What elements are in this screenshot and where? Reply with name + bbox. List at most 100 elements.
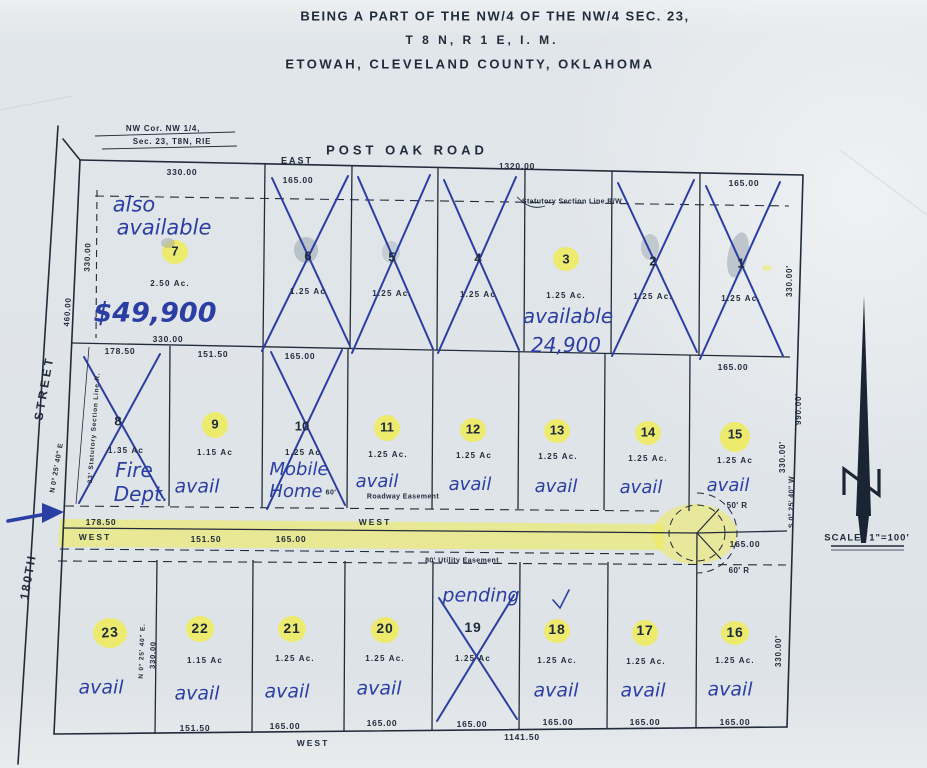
dimension-label: 165.00	[728, 177, 760, 188]
lot-number-11: 11	[380, 419, 394, 435]
dimension-label: 330.00'	[778, 441, 787, 473]
dimension-label: 165.00	[269, 720, 301, 731]
pointer-arrow-icon	[6, 503, 64, 523]
lot-acreage-11: 1.25 Ac.	[368, 450, 408, 459]
lot-acreage-16: 1.25 Ac.	[715, 656, 755, 665]
radius-60-label: 60' R	[728, 566, 750, 575]
lot-number-9: 9	[211, 416, 219, 432]
lot-14-status: avail	[619, 477, 663, 498]
west-label: WEST	[78, 531, 112, 542]
corner-note-line-1: NW Cor. NW 1/4,	[125, 124, 201, 133]
lot-number-15: 15	[727, 426, 743, 442]
lot-12-status: avail	[448, 474, 492, 495]
dimension-label: 165.00	[717, 361, 749, 372]
boundary-lines	[17, 125, 804, 765]
corner-note-line-2: Sec. 23, T8N, RIE	[132, 137, 212, 146]
lot-acreage-1: 1.25 Ac.	[721, 294, 761, 303]
corner-note-lines	[94, 131, 546, 208]
lot-number-8: 8	[114, 413, 122, 429]
lot-division-lines	[62, 163, 791, 735]
dimension-label: 165.00	[729, 538, 761, 549]
lot-number-17: 17	[636, 622, 654, 638]
dimension-label: 330.00'	[785, 265, 794, 297]
lot-acreage-22: 1.15 Ac	[186, 656, 224, 665]
lot-number-6: 6	[304, 248, 312, 264]
dimension-label: 165.00	[456, 718, 488, 729]
lot-21-status: avail	[264, 680, 310, 703]
dimension-label: 165.00	[719, 716, 751, 727]
lot-number-4: 4	[474, 250, 482, 266]
east-label: EAST	[280, 155, 314, 166]
lot-acreage-8: 1.35 Ac	[107, 446, 145, 455]
lot-acreage-5: 1.25 Ac.	[372, 289, 412, 298]
lot-x-marks	[78, 174, 784, 722]
roadway-easement-note: Roadway Easement	[366, 493, 440, 501]
dimension-label: 165.00	[275, 533, 307, 544]
title-line-3: ETOWAH, CLEVELAND COUNTY, OKLAHOMA	[285, 56, 655, 72]
lot-7-note-2: available	[116, 215, 212, 240]
dimension-label: 1320.00	[498, 160, 536, 171]
post-oak-road-label: POST OAK ROAD	[326, 142, 488, 158]
lot-22-status: avail	[174, 682, 220, 705]
west-label: WEST	[358, 516, 392, 527]
title-line-1: BEING A PART OF THE NW/4 OF THE NW/4 SEC…	[300, 8, 690, 24]
lot-7-price: $49,900	[93, 297, 217, 329]
dimension-label: 151.50	[179, 722, 211, 733]
lot-19-status: pending	[442, 584, 520, 607]
dimension-label: 330.00	[166, 166, 198, 177]
lot-8-note-2: Dept.	[113, 482, 169, 506]
lot-acreage-19: 1.25 Ac	[454, 654, 492, 663]
utility-easement-note: 80' Utility Easement	[425, 557, 499, 565]
dimension-label: 178.50	[104, 345, 136, 356]
dimension-label: 151.50	[197, 348, 229, 359]
lot-acreage-3: 1.25 Ac.	[546, 291, 586, 300]
lot-13-status: avail	[534, 476, 578, 497]
lot-9-status: avail	[174, 475, 220, 498]
lot-number-18: 18	[548, 621, 566, 637]
lot-10-note-1: Mobile	[269, 459, 329, 480]
lot-acreage-9: 1.15 Ac	[196, 448, 234, 457]
lot-17-status: avail	[620, 679, 666, 702]
lot-number-16: 16	[726, 624, 744, 640]
lot-8-note-1: Fire	[115, 458, 153, 482]
lot-number-19: 19	[464, 619, 482, 635]
cul-de-sac	[668, 492, 738, 574]
lot-number-21: 21	[283, 620, 301, 636]
lot-number-2: 2	[649, 253, 657, 269]
easement-dashed-lines	[57, 189, 790, 566]
lot-11-status: avail	[355, 471, 399, 492]
lot-acreage-4: 1.25 Ac	[459, 290, 497, 299]
dimension-label: 165.00	[282, 174, 314, 185]
lot-3-price: 24,900	[531, 333, 601, 357]
title-line-2: T 8 N, R 1 E, I. M.	[405, 33, 559, 47]
dimension-label: 165.00	[284, 350, 316, 361]
lot-acreage-18: 1.25 Ac.	[537, 656, 577, 665]
lot-number-10: 10	[294, 418, 310, 434]
dimension-label: 990.00'	[794, 393, 803, 425]
radius-50-label: 50' R	[726, 501, 748, 510]
lot-number-5: 5	[388, 249, 396, 265]
lot-acreage-10: 1.25 Ac	[284, 448, 322, 457]
lot-acreage-13: 1.25 Ac.	[538, 452, 578, 461]
smudge-marks	[161, 232, 749, 278]
roadway-width-label: 60'	[325, 489, 337, 497]
lot-20-status: avail	[356, 677, 402, 700]
lot-number-7: 7	[171, 243, 179, 259]
lot-18-status: avail	[533, 679, 579, 702]
paper-crease-lines	[0, 95, 927, 216]
lot-number-22: 22	[191, 620, 209, 636]
dimension-label: 330.00	[152, 333, 184, 344]
lot-acreage-6: 1.25 Ac	[289, 287, 327, 296]
lot-7-note-1: also	[112, 192, 156, 217]
lot-acreage-15: 1.25 Ac	[716, 456, 754, 465]
lot-acreage-12: 1.25 Ac	[455, 451, 493, 460]
dimension-label: 165.00	[629, 716, 661, 727]
dimension-label: 330.00	[147, 640, 158, 670]
lot-number-23: 23	[100, 623, 120, 641]
dimension-label: 165.00	[542, 716, 574, 727]
highlighter-marks	[58, 240, 772, 648]
lot-number-20: 20	[376, 620, 394, 636]
lot-number-13: 13	[549, 422, 565, 438]
